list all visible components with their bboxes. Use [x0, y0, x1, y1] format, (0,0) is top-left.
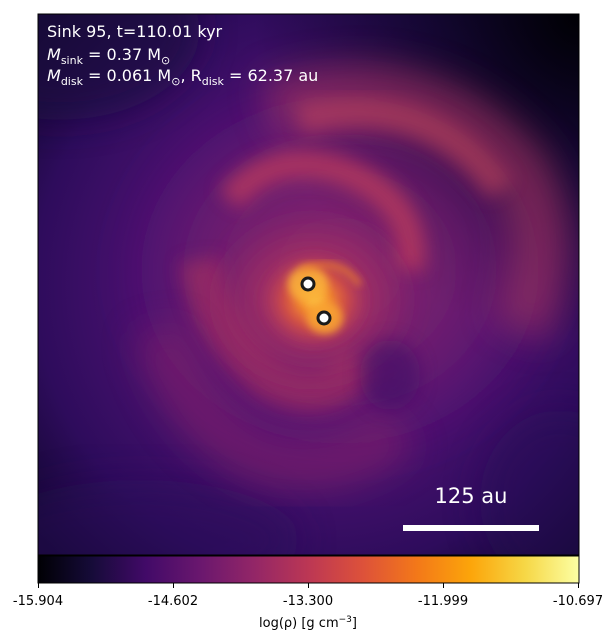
disk-mass-radius-label: Mdisk = 0.061 M⊙, Rdisk = 62.37 au [47, 66, 318, 88]
colorbar-tick-label: -10.697 [553, 594, 603, 609]
colorbar-ticks: -15.904 -14.602 -13.300 -11.999 -10.697 [13, 583, 603, 609]
colorbar-tick-label: -14.602 [148, 594, 198, 609]
colorbar-label: log(ρ) [g cm−3] [259, 615, 357, 631]
colorbar-tick-label: -11.999 [418, 594, 468, 609]
sink-marker-a [300, 276, 316, 292]
sink-marker-b [316, 310, 332, 326]
sink-mass-label: Msink = 0.37 M⊙ [47, 45, 170, 67]
scale-bar-label: 125 au [435, 484, 508, 508]
colorbar [37, 555, 580, 584]
density-image [38, 14, 579, 555]
image-frame [37, 13, 580, 556]
scale-bar [403, 525, 539, 531]
colorbar-tick-label: -15.904 [13, 594, 63, 609]
colorbar-tick-label: -13.300 [283, 594, 333, 609]
sink-time-label: Sink 95, t=110.01 kyr [47, 22, 223, 41]
